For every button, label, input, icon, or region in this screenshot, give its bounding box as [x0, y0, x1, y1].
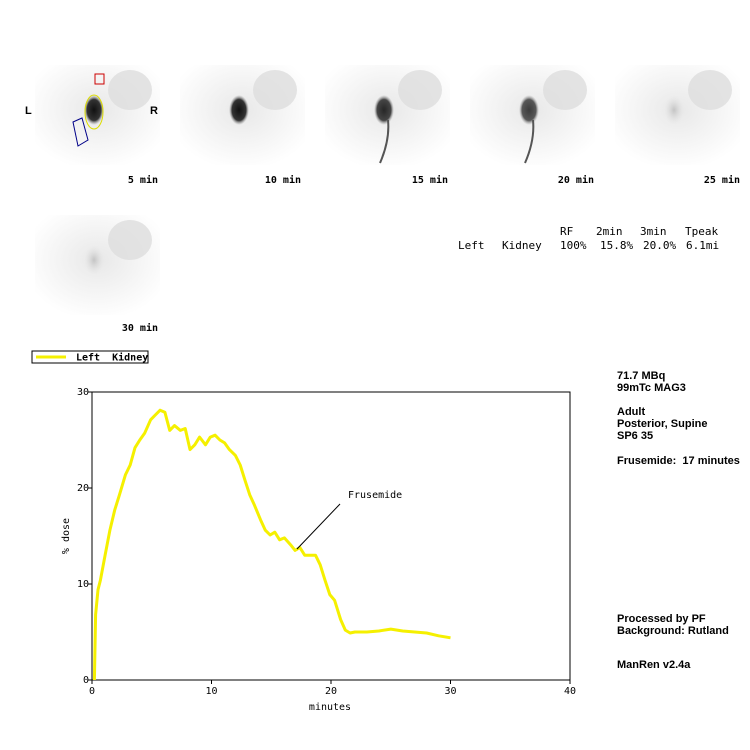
y-tick-label: 10 — [77, 579, 89, 590]
annotation: Frusemide — [348, 490, 402, 501]
image-label: 15 min — [412, 174, 448, 186]
info-line: Processed by PF — [617, 613, 706, 625]
roi — [72, 73, 105, 147]
chart: 0 10 20 30 40 0 10 20 30 minutes % dose Frusemide — [61, 387, 576, 713]
right-marker: R — [150, 105, 158, 117]
plot-frame — [91, 391, 571, 681]
series-line — [92, 408, 451, 681]
kidney — [84, 95, 104, 125]
info-line: 71.7 MBq — [617, 370, 665, 382]
x-axis-label: minutes — [309, 702, 351, 713]
image-label: 10 min — [265, 174, 301, 186]
info-line: Adult — [617, 406, 645, 418]
organ — [108, 220, 152, 260]
legend-box — [31, 350, 149, 364]
left-marker: L — [25, 105, 32, 117]
table-cell: 6.1mi — [686, 239, 719, 252]
table-cell: 100% — [560, 239, 587, 252]
organ — [398, 70, 442, 110]
kidney — [519, 95, 539, 125]
info-line: SP6 35 — [617, 430, 653, 442]
kidney — [374, 95, 394, 125]
info-line: ManRen v2.4a — [617, 659, 691, 671]
table-header: 3min — [640, 225, 667, 238]
info-line: 99mTc MAG3 — [617, 382, 686, 394]
table-header: Tpeak — [685, 225, 718, 238]
x-tick-label: 10 — [205, 686, 217, 697]
organ — [108, 70, 152, 110]
roi-kidney — [84, 94, 104, 130]
table-cell: 15.8% — [600, 239, 633, 252]
table-header: 2min — [596, 225, 623, 238]
image-label: 5 min — [128, 174, 158, 186]
y-tick-label: 0 — [83, 675, 89, 686]
image-label: 20 min — [558, 174, 594, 186]
x-tick-label: 30 — [444, 686, 456, 697]
annotation-pointer — [296, 503, 341, 550]
y-tick-label: 20 — [77, 483, 89, 494]
x-tick-label: 0 — [89, 686, 95, 697]
image-label: 25 min — [704, 174, 740, 186]
info-line: Frusemide: 17 minutes — [617, 455, 740, 467]
table-cell: Kidney — [502, 239, 542, 252]
scan-images — [35, 65, 740, 315]
kidney — [664, 95, 684, 125]
table-cell: Left — [458, 239, 485, 252]
organ — [688, 70, 732, 110]
y-axis-label: % dose — [61, 518, 72, 554]
image-label: 30 min — [122, 322, 158, 334]
ureter — [524, 119, 535, 164]
y-tick-label: 30 — [77, 387, 89, 398]
legend-label: Left Kidney — [76, 352, 148, 364]
info-line: Background: Rutland — [617, 625, 729, 637]
kidney — [84, 245, 104, 275]
organ — [543, 70, 587, 110]
x-tick-label: 20 — [325, 686, 337, 697]
table-cell: 20.0% — [643, 239, 676, 252]
roi-background — [94, 73, 105, 85]
info-line: Posterior, Supine — [617, 418, 707, 430]
ureter — [379, 119, 390, 164]
roi-bladder — [72, 117, 89, 147]
kidney — [229, 95, 249, 125]
organ — [253, 70, 297, 110]
x-tick-label: 40 — [564, 686, 576, 697]
table-header: RF — [560, 225, 573, 238]
